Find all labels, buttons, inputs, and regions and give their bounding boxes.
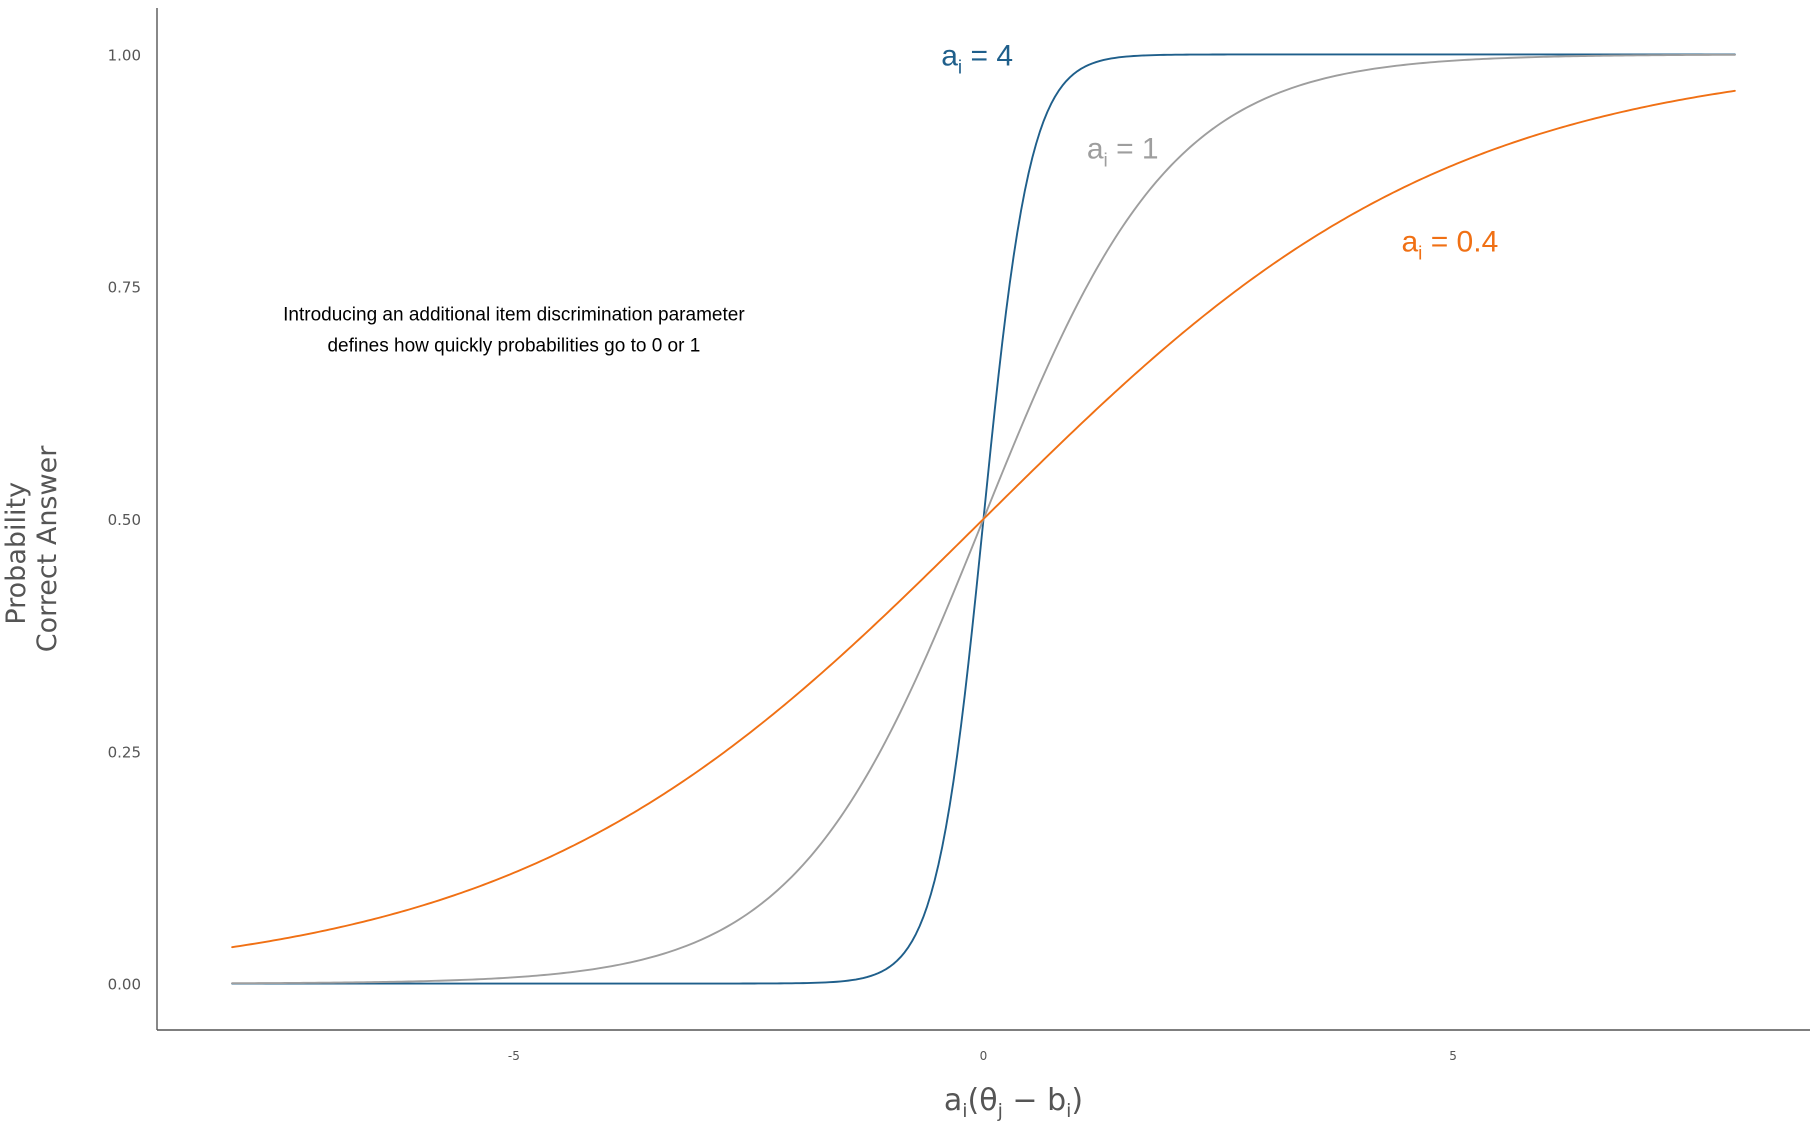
y-tick-label: 0.00 <box>108 976 141 994</box>
annotation-text: Introducing an additional item discrimin… <box>283 305 745 357</box>
x-axis-title-open: (θ <box>968 1083 998 1118</box>
annotation-line: Introducing an additional item discrimin… <box>283 305 745 326</box>
axes <box>156 8 1810 1031</box>
curve-label-a-0-4: ai = 0.4 <box>1401 225 1498 264</box>
x-axis-title-minus-b: − b <box>1003 1083 1066 1118</box>
x-axis-title-sub-i: i <box>962 1100 967 1122</box>
x-axis-title: ai(θj − bi) <box>944 1083 1083 1122</box>
y-axis-title: Probability Correct Answer <box>1 445 63 652</box>
x-axis-title-sub-j: j <box>997 1100 1003 1122</box>
annotation-line: defines how quickly probabilities go to … <box>327 336 700 357</box>
x-axis-title-a: a <box>944 1083 962 1118</box>
x-tick-label: -5 <box>508 1049 520 1063</box>
y-tick-label: 0.50 <box>108 511 141 529</box>
x-tick-labels: -5 0 5 <box>508 1049 1457 1063</box>
y-tick-label: 0.25 <box>108 743 141 761</box>
curve-label-a-4: ai = 4 <box>941 39 1013 78</box>
x-axis-title-sub-i-2: i <box>1066 1100 1071 1122</box>
y-tick-labels: 0.00 0.25 0.50 0.75 1.00 <box>108 46 141 993</box>
y-tick-label: 1.00 <box>108 46 141 64</box>
curve-label-a-1: ai = 1 <box>1087 132 1159 171</box>
y-axis-title-line-1: Probability <box>1 482 32 625</box>
x-tick-label: 0 <box>980 1049 988 1063</box>
x-tick-label: 5 <box>1449 1049 1457 1063</box>
y-axis-title-line-2: Correct Answer <box>32 445 63 652</box>
y-tick-label: 0.75 <box>108 279 141 297</box>
curve-a-0-4 <box>231 89 1736 949</box>
curve-labels: ai = 4 ai = 1 ai = 0.4 <box>941 39 1498 264</box>
curves <box>231 53 1736 985</box>
x-axis-title-close: ) <box>1071 1083 1083 1118</box>
